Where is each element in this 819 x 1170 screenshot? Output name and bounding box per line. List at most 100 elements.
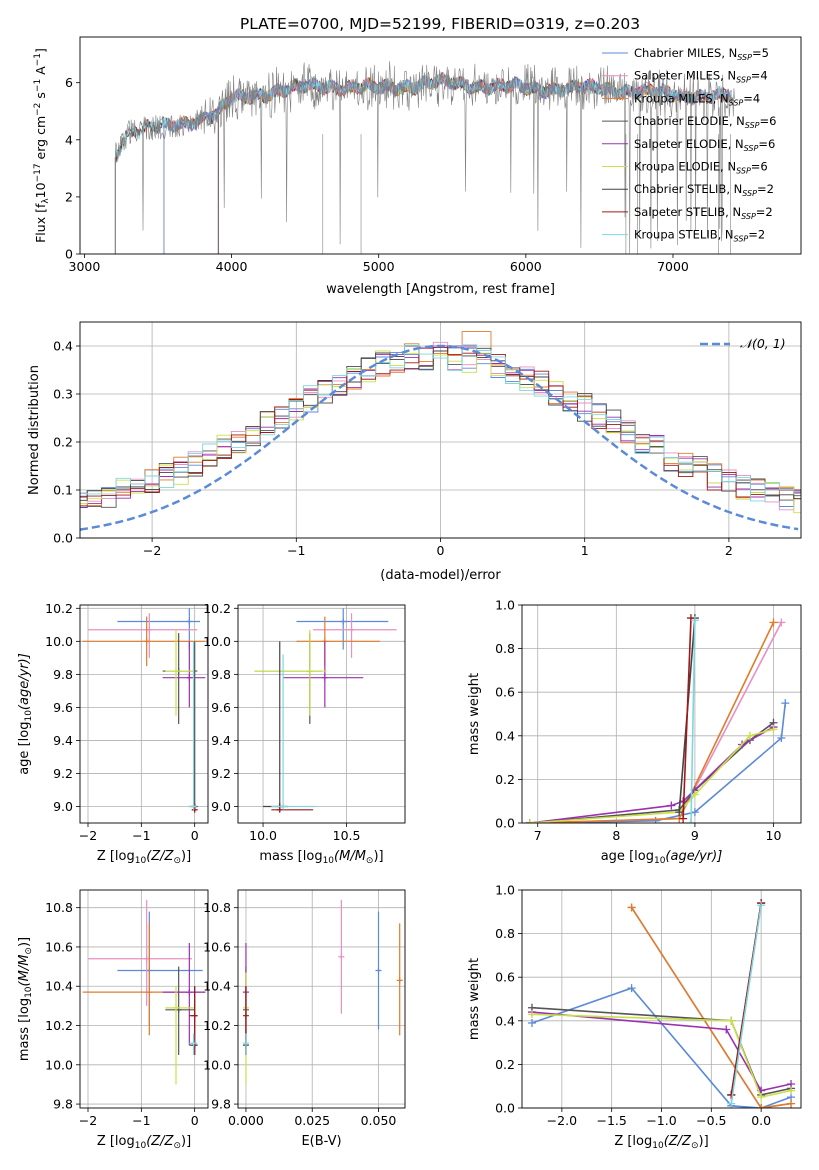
model-line-chabrier-miles <box>163 74 732 254</box>
y-tick-label: 10.0 <box>45 1057 73 1072</box>
y-tick-label: 10.8 <box>45 900 73 915</box>
mass_vs_ebv-frame <box>237 889 406 1109</box>
x-tick-label: 6000 <box>510 259 542 274</box>
data-point-marker <box>340 618 347 625</box>
residuals-ticks: −2 −1 0 1 2 0.0 0.1 0.2 0.3 0.4 <box>53 339 733 559</box>
y-tick-label: 10.4 <box>45 979 73 994</box>
series-marker <box>757 1104 766 1108</box>
data-point-marker <box>396 977 403 984</box>
age_vs_Z-ticks: −2 −1 0 9.0 9.2 9.4 9.6 9.8 10.0 10.2 <box>45 601 199 843</box>
x-tick-label: −1 <box>132 828 150 843</box>
gaussian-curve <box>80 344 799 531</box>
y-tick-label: 1.0 <box>495 598 515 613</box>
x-tick-label: 7000 <box>657 259 689 274</box>
y-tick-label: 2 <box>65 189 73 204</box>
x-tick-label: −0.5 <box>696 1113 726 1128</box>
y-tick-label: 9.4 <box>53 733 73 748</box>
x-tick-label: −1.0 <box>646 1113 676 1128</box>
data-point-marker <box>191 806 198 813</box>
series-marker <box>777 618 786 627</box>
figure-title: PLATE=0700, MJD=52199, FIBERID=0319, z=0… <box>240 15 640 33</box>
y-tick-label: 9.2 <box>53 766 73 781</box>
age_vs_mass-xlabel: mass [log10(M/M⊙)] <box>259 849 383 866</box>
y-tick-label: 10.2 <box>203 601 231 616</box>
series-marker <box>667 801 676 810</box>
x-tick-label: 1 <box>581 543 589 558</box>
spectrum-xlabel: wavelength [Angstrom, rest frame] <box>326 282 555 297</box>
legend-label: Kroupa STELIB, NSSP=2 <box>634 228 765 244</box>
weight_vs_age-ticks: 7 8 9 10 0.0 0.2 0.4 0.6 0.8 1.0 <box>495 598 781 844</box>
mass_vs_Z-ticks: −2 −1 0 9.8 10.0 10.2 10.4 10.6 10.8 <box>45 900 199 1128</box>
data-point-marker <box>186 618 193 625</box>
series-marker <box>787 1099 796 1108</box>
series-marker <box>675 808 684 817</box>
series-marker <box>727 1016 736 1025</box>
y-tick-label: 0 <box>65 247 73 262</box>
y-tick-label: 0.4 <box>53 339 73 354</box>
data-point-marker <box>173 1004 179 1011</box>
data-point-marker <box>143 638 150 645</box>
series-marker <box>727 1090 736 1099</box>
series-marker <box>527 1010 536 1019</box>
mass_vs_ebv-axes <box>238 890 405 1108</box>
x-tick-label: 0.025 <box>294 1113 330 1128</box>
data-point-marker <box>186 989 193 996</box>
legend-label-gaussian: 𝒩(0, 1) <box>740 336 786 351</box>
y-tick-label: 10.0 <box>203 634 231 649</box>
x-tick-label: −2.0 <box>547 1113 577 1128</box>
data-point-marker <box>280 803 287 810</box>
age_vs_mass-ticks: 10.0 10.5 9.0 9.2 9.4 9.6 9.8 10.0 10.2 <box>203 601 360 843</box>
y-tick-label: 0.0 <box>53 531 73 546</box>
y-tick-label: 9.8 <box>211 1097 231 1112</box>
spectrum-plot-area <box>114 61 735 254</box>
histogram-chabrier-stelib <box>80 347 801 501</box>
y-tick-label: 10.2 <box>45 1018 73 1033</box>
histogram-salpeter-stelib <box>80 346 801 498</box>
spectrum-legend: Chabrier MILES, NSSP=5 Salpeter MILES, NS… <box>602 46 776 244</box>
y-tick-label: 9.8 <box>53 1097 73 1112</box>
weight_vs_age-frame <box>521 604 802 824</box>
x-tick-label: 3000 <box>69 259 101 274</box>
x-tick-label: 7 <box>534 828 542 843</box>
series-line-salpeter-miles <box>529 622 783 823</box>
data-point-marker <box>338 953 345 960</box>
x-tick-label: 8 <box>612 828 620 843</box>
x-tick-label: 0 <box>191 1113 199 1128</box>
x-tick-label: 2 <box>725 543 733 558</box>
series-marker <box>769 618 778 627</box>
series-line-kroupa-miles <box>529 622 775 823</box>
x-tick-label: 0.050 <box>361 1113 397 1128</box>
x-tick-label: −2 <box>79 1113 97 1128</box>
data-point-marker <box>306 668 313 675</box>
series-marker <box>757 901 766 910</box>
legend-label: Salpeter MILES, NSSP=4 <box>634 69 768 85</box>
series-marker <box>757 1093 766 1102</box>
y-tick-label: 9.0 <box>53 799 73 814</box>
data-point-marker <box>186 674 193 681</box>
data-point-marker <box>321 674 328 681</box>
series-marker <box>787 1086 796 1095</box>
data-point-marker <box>242 1040 249 1047</box>
age_vs_Z-frame <box>79 604 209 824</box>
y-tick-label: 0.8 <box>495 641 515 656</box>
weight_vs_age-plot-area <box>525 614 790 823</box>
data-point-marker <box>348 626 355 633</box>
weight_vs_Z-plot-area <box>527 899 796 1108</box>
series-marker <box>527 1018 536 1027</box>
y-tick-label: 10.6 <box>203 939 231 954</box>
series-line-kroupa-stelib <box>690 620 696 823</box>
legend-label: Chabrier ELODIE, NSSP=6 <box>634 114 776 130</box>
mass_vs_Z-ylabel: mass [log10(M/M⊙)] <box>17 937 34 1061</box>
legend-label: Chabrier MILES, NSSP=5 <box>634 46 769 62</box>
series-line-salpeter-elodie <box>531 1011 792 1092</box>
series-line-kroupa-elodie <box>531 1013 792 1099</box>
x-tick-label: 10 <box>766 828 782 843</box>
y-tick-label: 0.4 <box>495 1013 515 1028</box>
x-tick-label: 4000 <box>216 259 248 274</box>
y-tick-label: 10.2 <box>203 1018 231 1033</box>
histogram-kroupa-stelib <box>80 344 801 502</box>
data-point-marker <box>190 803 197 810</box>
histogram-salpeter-miles <box>80 341 801 511</box>
y-tick-label: 10.2 <box>45 601 73 616</box>
